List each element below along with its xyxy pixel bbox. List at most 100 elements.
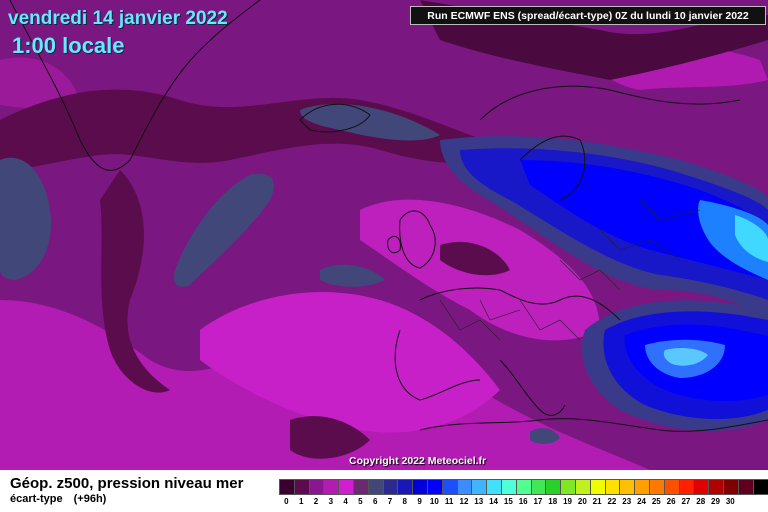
legend-tick-label: 15 — [503, 497, 513, 506]
field-zone — [530, 428, 560, 444]
parameter-subtitle: écart-type (+96h) — [10, 493, 114, 505]
ireland-coast — [387, 235, 401, 254]
legend-tick-label: 6 — [372, 497, 378, 506]
legend-tick-label: 27 — [681, 497, 691, 506]
legend-swatch — [516, 480, 532, 494]
legend-swatch — [575, 480, 591, 494]
legend-swatch — [353, 480, 369, 494]
field-zone — [663, 347, 708, 366]
legend-swatches — [279, 479, 768, 495]
legend-tick-label: 24 — [637, 497, 646, 506]
legend-swatch — [427, 480, 443, 494]
legend-swatch — [723, 480, 739, 494]
legend-swatch — [709, 480, 724, 494]
italy-coast — [499, 359, 566, 416]
field-zone — [200, 291, 500, 433]
legend-swatch — [531, 480, 547, 494]
legend-tick-label: 4 — [343, 497, 348, 506]
legend-swatch — [472, 480, 488, 494]
legend-swatch — [280, 480, 295, 494]
legend-swatch — [442, 480, 458, 494]
measure-label: écart-type — [10, 493, 63, 505]
legend-tick-label: 25 — [651, 497, 661, 506]
greenland-coast — [9, 0, 261, 171]
legend-tick-label: 20 — [577, 497, 587, 506]
field-zone — [0, 157, 51, 280]
north-africa-coast — [419, 418, 768, 432]
legend-tick-label: 0 — [284, 497, 289, 506]
legend-swatch — [383, 480, 399, 494]
legend-tick-label: 13 — [474, 497, 484, 506]
iceland-coast — [299, 103, 371, 133]
legend-swatch — [590, 480, 606, 494]
field-zone — [173, 173, 274, 287]
legend-swatch — [324, 480, 340, 494]
coastlines — [9, 0, 768, 432]
parameter-title: Géop. z500, pression niveau mer — [10, 475, 244, 492]
legend-tick-label: 26 — [666, 497, 676, 506]
europe-coast — [394, 287, 621, 401]
forecast-time: 1:00 locale — [12, 33, 125, 58]
legend-swatch — [664, 480, 680, 494]
legend-ticks: 0 1 2 3 4 5 6 7 8 9 10 11 12 13 14 15 16 17 18 19 20 21 22 23 24… — [279, 497, 738, 506]
forecast-date: vendredi 14 janvier 2022 — [8, 8, 228, 29]
scandinavia-coast — [479, 85, 741, 201]
legend-swatch — [339, 480, 354, 494]
copyright: Copyright 2022 Meteociel.fr — [349, 455, 487, 467]
field-zone — [290, 416, 370, 459]
field-zone — [100, 170, 170, 393]
legend-swatch — [679, 480, 695, 494]
legend-tick-label: 30 — [725, 497, 735, 506]
legend-swatch — [753, 480, 768, 494]
borders — [439, 199, 701, 341]
field-zone — [300, 104, 440, 141]
legend-tick-label: 10 — [429, 497, 439, 506]
legend-swatch — [605, 480, 621, 494]
legend-tick-label: 2 — [313, 497, 319, 506]
legend-swatch — [635, 480, 650, 494]
legend-swatch — [620, 480, 636, 494]
legend-swatch — [561, 480, 576, 494]
legend-footer: Géop. z500, pression niveau mer écart-ty… — [0, 470, 768, 512]
legend-tick-label: 11 — [444, 497, 454, 506]
lead-time-label: (+96h) — [73, 493, 107, 505]
run-info: Run ECMWF ENS (spread/écart-type) 0Z du … — [410, 6, 766, 25]
field-zone — [520, 160, 768, 280]
legend-swatch — [546, 480, 562, 494]
field-zone — [0, 89, 520, 170]
forecast-map: vendredi 14 janvier 2022 1:00 locale Run… — [0, 0, 768, 470]
legend-swatch — [501, 480, 517, 494]
legend-swatch — [294, 480, 310, 494]
spread-field-map — [0, 0, 768, 470]
legend-tick-label: 8 — [402, 497, 407, 506]
field-zone — [735, 215, 768, 262]
legend-tick-label: 9 — [417, 497, 422, 506]
legend-swatch — [457, 480, 473, 494]
legend-tick-label: 28 — [696, 497, 706, 506]
legend-tick-label: 1 — [298, 497, 304, 506]
country-borders — [439, 199, 701, 341]
legend-swatch — [738, 480, 754, 494]
legend-tick-label: 17 — [533, 497, 543, 506]
legend-tick-label: 22 — [607, 497, 617, 506]
legend-tick-label: 5 — [358, 497, 363, 506]
legend-tick-label: 7 — [387, 497, 393, 506]
legend-swatch — [368, 480, 384, 494]
legend-tick-label: 19 — [563, 497, 572, 506]
legend-tick-label: 16 — [518, 497, 528, 506]
legend-tick-label: 18 — [548, 497, 558, 506]
legend-swatch — [309, 480, 325, 494]
color-legend: 0 1 2 3 4 5 6 7 8 9 10 11 12 13 14 15 16 17 18 19 20 21 22 23 24… — [279, 479, 768, 511]
legend-swatch — [649, 480, 665, 494]
britain-coast — [399, 210, 436, 269]
field-zone — [320, 264, 385, 287]
legend-swatch — [413, 480, 428, 494]
field-zone — [698, 200, 768, 280]
legend-tick-label: 14 — [489, 497, 498, 506]
field-zone — [440, 241, 510, 276]
legend-swatch — [487, 480, 502, 494]
legend-tick-label: 29 — [711, 497, 720, 506]
legend-swatch — [398, 480, 414, 494]
legend-tick-label: 23 — [622, 497, 632, 506]
